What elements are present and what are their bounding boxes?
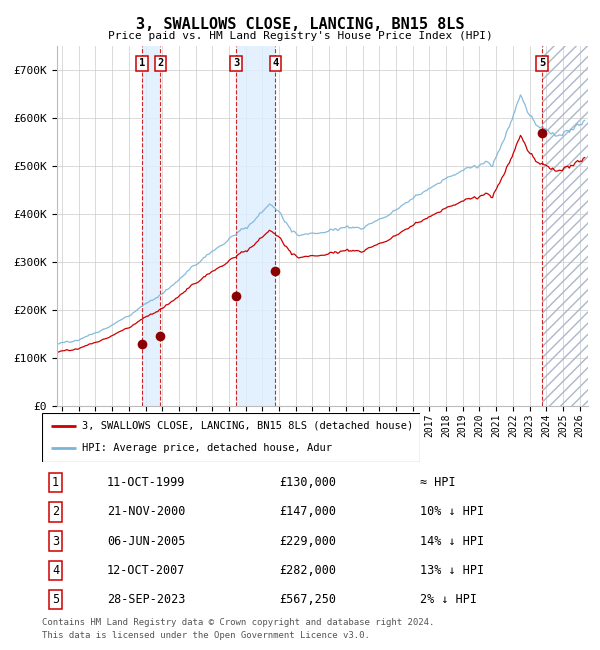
Text: Price paid vs. HM Land Registry's House Price Index (HPI): Price paid vs. HM Land Registry's House … [107, 31, 493, 41]
Text: 5: 5 [52, 593, 59, 606]
Bar [236, 46, 275, 406]
Text: 1: 1 [52, 476, 59, 489]
Text: ≈ HPI: ≈ HPI [420, 476, 455, 489]
Text: 13% ↓ HPI: 13% ↓ HPI [420, 564, 484, 577]
Text: 2: 2 [157, 58, 163, 68]
Text: 1: 1 [139, 58, 145, 68]
Text: 10% ↓ HPI: 10% ↓ HPI [420, 506, 484, 519]
Text: 4: 4 [52, 564, 59, 577]
Text: 14% ↓ HPI: 14% ↓ HPI [420, 534, 484, 547]
Text: 06-JUN-2005: 06-JUN-2005 [107, 534, 185, 547]
Text: 3, SWALLOWS CLOSE, LANCING, BN15 8LS: 3, SWALLOWS CLOSE, LANCING, BN15 8LS [136, 17, 464, 32]
Text: 28-SEP-2023: 28-SEP-2023 [107, 593, 185, 606]
Text: 12-OCT-2007: 12-OCT-2007 [107, 564, 185, 577]
Text: £567,250: £567,250 [280, 593, 337, 606]
Text: 3: 3 [52, 534, 59, 547]
Text: 3: 3 [233, 58, 239, 68]
Text: £147,000: £147,000 [280, 506, 337, 519]
Text: £229,000: £229,000 [280, 534, 337, 547]
Text: 21-NOV-2000: 21-NOV-2000 [107, 506, 185, 519]
Bar [542, 46, 588, 406]
Text: 4: 4 [272, 58, 278, 68]
Text: 5: 5 [539, 58, 545, 68]
Bar [142, 46, 160, 406]
Text: £130,000: £130,000 [280, 476, 337, 489]
Text: HPI: Average price, detached house, Adur: HPI: Average price, detached house, Adur [82, 443, 332, 453]
Text: 11-OCT-1999: 11-OCT-1999 [107, 476, 185, 489]
Text: 2% ↓ HPI: 2% ↓ HPI [420, 593, 477, 606]
Text: 3, SWALLOWS CLOSE, LANCING, BN15 8LS (detached house): 3, SWALLOWS CLOSE, LANCING, BN15 8LS (de… [82, 421, 413, 431]
Text: 2: 2 [52, 506, 59, 519]
Text: Contains HM Land Registry data © Crown copyright and database right 2024.: Contains HM Land Registry data © Crown c… [42, 618, 434, 627]
Text: This data is licensed under the Open Government Licence v3.0.: This data is licensed under the Open Gov… [42, 631, 370, 640]
Text: £282,000: £282,000 [280, 564, 337, 577]
